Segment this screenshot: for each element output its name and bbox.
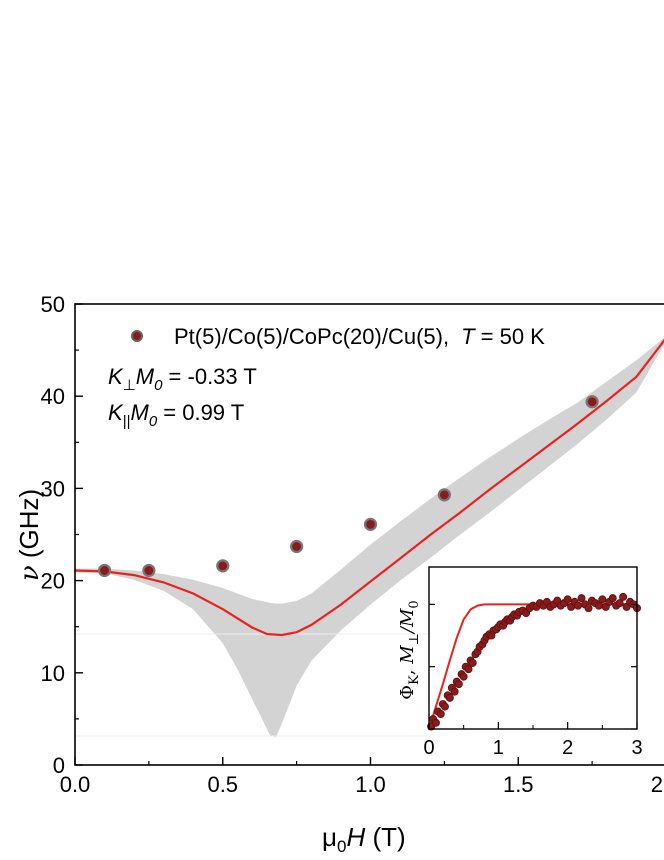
- inset-data-point: [450, 687, 459, 696]
- fit-curve: [74, 338, 664, 637]
- data-point: [290, 539, 304, 554]
- inset-background: [429, 567, 637, 729]
- legend: Pt(5)/Co(5)/CoPc(20)/Cu(5), T = 50 K: [131, 324, 545, 349]
- data-point: [363, 517, 378, 531]
- inset-data-point: [436, 710, 445, 719]
- inset-data-point: [459, 672, 468, 681]
- legend-marker: [131, 330, 143, 342]
- inset-data-point: [431, 718, 440, 727]
- x-axis-title: μ0H (T): [322, 822, 406, 856]
- inset-x-tick-label: 2: [562, 737, 573, 759]
- inset-data-point: [608, 594, 617, 603]
- inset-data-point: [445, 693, 454, 702]
- y-ticks: 0 10 20 30 40 50: [41, 292, 83, 778]
- y-tick-label: 30: [41, 476, 65, 501]
- inset-x-tick-label: 0: [423, 737, 434, 759]
- uncertainty-band: [75, 337, 664, 738]
- inset-data-points: [427, 592, 642, 731]
- data-points: [97, 395, 599, 578]
- inset-data-point: [440, 702, 449, 711]
- inset-data-point: [574, 601, 583, 610]
- inset-x-ticks: 0 1 2 3: [423, 722, 643, 759]
- x-tick-label: 1.5: [503, 772, 534, 797]
- inset-plot: 0 1 2 3 ΦK, M⊥/M0: [397, 566, 643, 759]
- y-tick-label: 10: [41, 661, 65, 686]
- annotation-kpar: K||M0 = 0.99 T: [108, 400, 244, 430]
- inset-data-point: [454, 680, 463, 689]
- inset-data-point: [584, 604, 593, 613]
- x-tick-label: 0.0: [60, 772, 91, 797]
- inset-x-tick-label: 1: [493, 737, 504, 759]
- inset-y-ticks: [429, 603, 637, 730]
- annotation-kperp: K⊥M0 = -0.33 T: [108, 364, 257, 394]
- data-point: [142, 563, 156, 578]
- x-tick-label: 0.5: [207, 772, 238, 797]
- y-tick-label: 50: [41, 292, 65, 317]
- x-ticks: 0.0 0.5 1.0 1.5 2.0: [60, 757, 664, 797]
- inset-data-point: [598, 595, 607, 604]
- inset-data-point: [577, 594, 586, 603]
- data-point: [585, 395, 599, 409]
- x-tick-label: 1.0: [355, 772, 386, 797]
- data-point: [216, 559, 230, 573]
- data-point: [437, 488, 451, 502]
- inset-data-point: [619, 592, 628, 601]
- inset-data-point: [615, 599, 624, 608]
- legend-label: Pt(5)/Co(5)/CoPc(20)/Cu(5), T = 50 K: [174, 324, 545, 349]
- inset-data-point: [468, 658, 477, 667]
- inset-data-point: [563, 595, 572, 604]
- y-tick-label: 40: [41, 384, 65, 409]
- inset-x-tick-label: 3: [631, 737, 642, 759]
- y-axis-title: ν (GHz): [14, 489, 45, 581]
- y-tick-label: 20: [41, 569, 65, 594]
- inset-data-point: [464, 665, 473, 674]
- data-point: [97, 563, 112, 578]
- x-tick-label: 2.0: [651, 772, 664, 797]
- y-tick-label: 0: [53, 753, 65, 778]
- inset-y-axis-title: ΦK, M⊥/M0: [397, 600, 422, 699]
